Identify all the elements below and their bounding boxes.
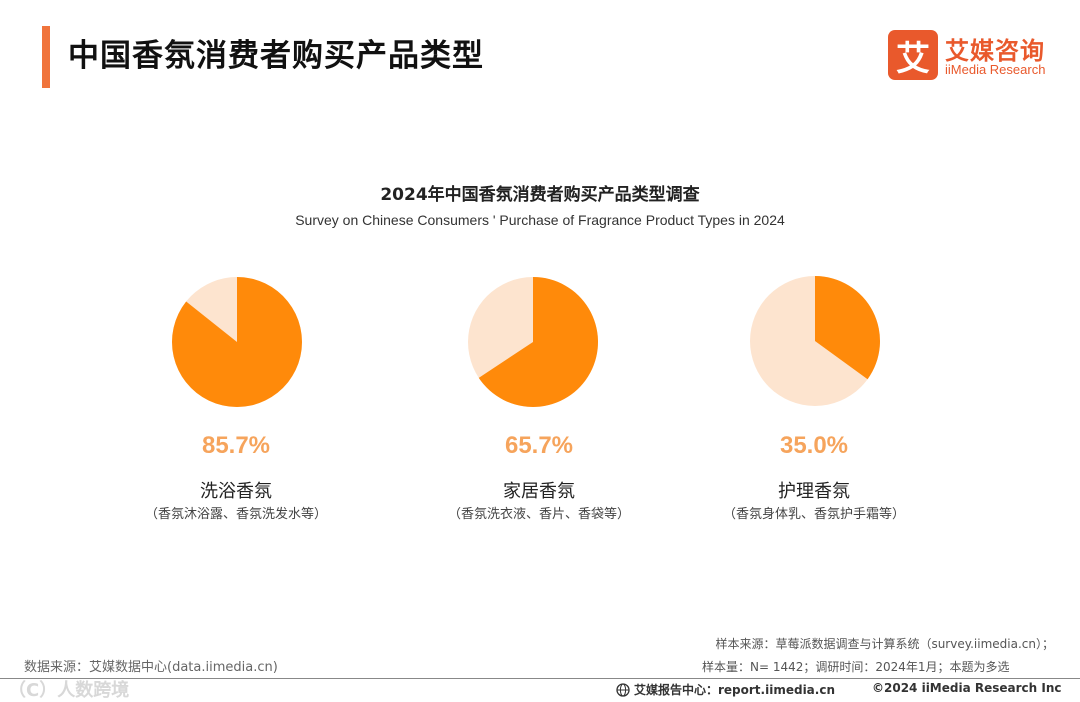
page-title: 中国香氛消费者购买产品类型 [68,38,484,74]
brand-name-cn: 艾媒咨询 [945,37,1045,65]
chart-title: 2024年中国香氛消费者购买产品类型调查 [380,185,700,205]
report-center: 艾媒报告中心：report.iimedia.cn [616,681,835,698]
pie-value-label: 85.7% [201,432,271,459]
pie-value-slice [478,277,598,407]
pie-value-slice [815,276,880,380]
pie-value-slice [172,277,302,407]
pie-value-label: 35.0% [779,432,849,459]
copyright: ©2024 iiMedia Research Inc [872,681,1062,695]
pie-category-note: （香氛沐浴露、香氛洗发水等） [144,507,327,522]
pie-category-label: 洗浴香氛 [200,481,272,502]
sample-info: 样本量：N= 1442；调研时间：2024年1月；本题为多选 [702,660,1010,674]
brand-logo: 艾 艾媒咨询 iiMedia Research [888,30,1063,82]
report-center-link[interactable]: 艾媒报告中心：report.iimedia.cn [634,683,835,697]
data-source: 数据来源：艾媒数据中心(data.iimedia.cn) [24,660,278,675]
footer-divider [0,678,1080,679]
pie-category-note: （香氛身体乳、香氛护手霜等） [722,507,905,522]
title-accent-bar [42,26,50,88]
pie-value-label: 65.7% [504,432,574,459]
chart-subtitle: Survey on Chinese Consumers ' Purchase o… [295,212,785,228]
watermark: （C）人数跨境 [8,680,130,701]
pie-category-label: 护理香氛 [778,481,850,502]
globe-icon [616,682,630,697]
pie-category-label: 家居香氛 [503,481,575,502]
brand-mark-icon: 艾 [888,30,938,80]
sample-source: 样本来源：草莓派数据调查与计算系统（survey.iimedia.cn）； [715,637,1054,651]
brand-name-en: iiMedia Research [945,62,1046,77]
pie-category-note: （香氛洗衣液、香片、香袋等） [447,507,630,522]
